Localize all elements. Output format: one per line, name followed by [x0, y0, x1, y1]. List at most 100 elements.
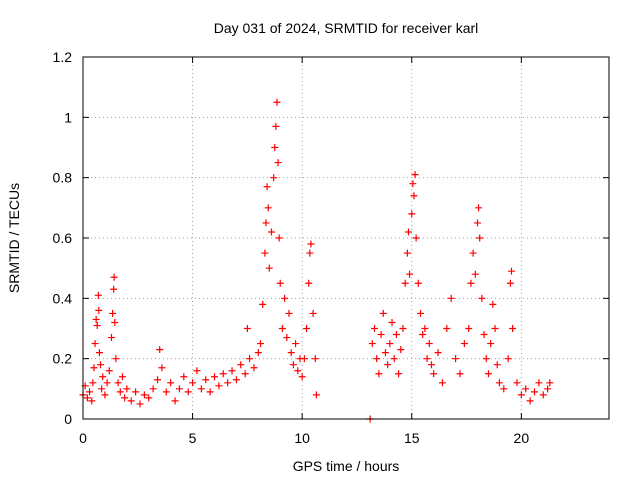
- data-point: [411, 171, 419, 179]
- data-point: [425, 340, 433, 348]
- data-point: [219, 370, 227, 378]
- data-point: [489, 300, 497, 308]
- data-point: [171, 397, 179, 405]
- data-point: [487, 340, 495, 348]
- data-point: [250, 364, 258, 372]
- data-point: [474, 219, 481, 227]
- data-point: [294, 367, 302, 375]
- data-point: [116, 388, 124, 396]
- data-points: [79, 98, 554, 423]
- data-point: [272, 122, 280, 130]
- data-point: [89, 379, 97, 387]
- data-point: [118, 373, 126, 381]
- x-tick-label: 15: [404, 430, 420, 446]
- data-point: [522, 385, 530, 393]
- data-point: [92, 315, 100, 323]
- data-point: [484, 370, 492, 378]
- y-tick-label: 0.2: [53, 351, 73, 367]
- data-point: [111, 318, 119, 326]
- data-point: [110, 273, 118, 281]
- data-point: [257, 340, 265, 348]
- data-point: [184, 388, 192, 396]
- data-point: [211, 373, 218, 381]
- y-tick-label: 1.2: [53, 49, 73, 65]
- data-point: [384, 361, 392, 369]
- data-point: [83, 394, 91, 402]
- data-point: [388, 318, 396, 326]
- data-point: [97, 361, 105, 369]
- data-point: [409, 180, 417, 188]
- data-point: [149, 385, 157, 393]
- data-point: [476, 234, 484, 242]
- data-point: [401, 279, 409, 287]
- data-point: [105, 367, 113, 375]
- data-point: [395, 370, 403, 378]
- data-point: [123, 385, 131, 393]
- data-point: [298, 373, 306, 381]
- data-point: [156, 346, 164, 354]
- data-point: [305, 279, 313, 287]
- data-point: [500, 385, 508, 393]
- data-point: [504, 355, 512, 363]
- data-point: [167, 379, 175, 387]
- data-point: [467, 279, 475, 287]
- data-point: [95, 306, 103, 314]
- y-tick-label: 0.6: [53, 230, 73, 246]
- data-point: [254, 349, 262, 357]
- data-point: [397, 346, 405, 354]
- data-point: [292, 340, 300, 348]
- data-point: [506, 279, 514, 287]
- data-point: [262, 219, 270, 227]
- data-point: [417, 309, 425, 317]
- data-point: [287, 349, 295, 357]
- data-point: [264, 204, 272, 212]
- y-axis-label: SRMTID / TECUs: [6, 183, 22, 293]
- data-point: [197, 385, 205, 393]
- data-point: [460, 340, 468, 348]
- data-point: [261, 249, 269, 257]
- data-point: [275, 234, 283, 242]
- data-point: [495, 379, 503, 387]
- data-point: [544, 385, 552, 393]
- data-point: [274, 159, 282, 167]
- data-point: [300, 355, 308, 363]
- data-point: [471, 270, 479, 278]
- data-point: [507, 267, 515, 275]
- data-point: [103, 379, 111, 387]
- data-point: [246, 355, 254, 363]
- data-point: [535, 379, 543, 387]
- data-point: [215, 382, 223, 390]
- data-point: [381, 349, 389, 357]
- axis-ticks: 0 0.2 0.4 0.6 0.8 1 1.2 0 5 10 15 20: [53, 49, 609, 446]
- data-point: [419, 331, 427, 339]
- data-point: [509, 325, 517, 332]
- data-point: [193, 367, 201, 375]
- data-point: [530, 388, 538, 396]
- data-point: [278, 325, 286, 332]
- data-point: [513, 379, 521, 387]
- data-point: [465, 325, 473, 332]
- data-point: [399, 325, 407, 332]
- data-point: [377, 331, 385, 339]
- data-point: [95, 349, 103, 357]
- data-point: [259, 300, 267, 308]
- data-point: [145, 394, 153, 402]
- data-point: [379, 309, 387, 317]
- data-point: [517, 391, 525, 399]
- data-point: [86, 388, 94, 396]
- data-point: [312, 391, 320, 399]
- data-point: [386, 340, 394, 348]
- data-point: [491, 325, 499, 332]
- data-point: [114, 379, 122, 387]
- x-axis-label: GPS time / hours: [293, 458, 400, 474]
- data-point: [281, 294, 289, 302]
- y-tick-label: 0.8: [53, 170, 73, 186]
- data-point: [452, 355, 460, 363]
- x-tick-label: 10: [294, 430, 310, 446]
- data-point: [478, 294, 486, 302]
- data-point: [162, 388, 170, 396]
- data-point: [406, 270, 414, 278]
- data-point: [482, 355, 490, 363]
- data-point: [434, 349, 442, 357]
